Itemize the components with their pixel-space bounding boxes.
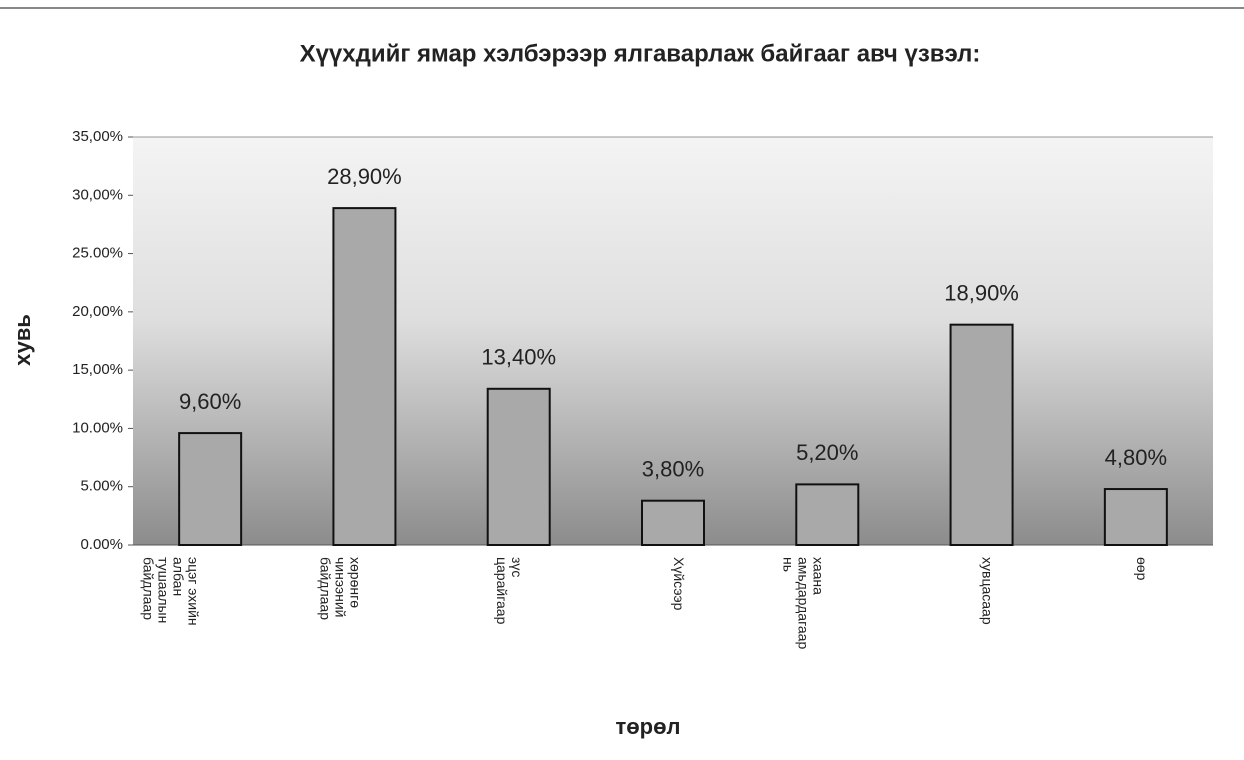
y-tick-label: 25.00% xyxy=(72,245,123,262)
bar xyxy=(1103,488,1168,546)
x-tick-label: хаанаамьдардагаарнь xyxy=(781,557,827,649)
y-tick-label: 5.00% xyxy=(80,478,123,495)
chart-title: Хүүхдийг ямар хэлбэрээр ялгаварлаж байга… xyxy=(300,40,981,67)
x-tick-label: зүсцарайгаар xyxy=(495,557,526,625)
y-tick-label: 10.00% xyxy=(72,419,123,436)
y-tick-label: 20,00% xyxy=(72,303,123,320)
x-tick-label: хувцасаар xyxy=(980,557,996,625)
value-label: 28,90% xyxy=(327,164,402,189)
y-tick-label: 35,00% xyxy=(72,128,123,145)
value-label: 4,80% xyxy=(1105,445,1167,470)
bar xyxy=(795,483,860,546)
x-tick-label: эцэг эхийналбантушаалынбайдлаар xyxy=(141,557,202,626)
bar xyxy=(641,499,705,546)
x-axis-label: төрөл xyxy=(615,714,680,739)
y-tick-label: 15,00% xyxy=(72,361,123,378)
value-label: 3,80% xyxy=(642,457,704,482)
bar xyxy=(178,432,243,546)
bar xyxy=(949,323,1014,546)
x-tick-label: өөр xyxy=(1134,557,1150,581)
y-tick-label: 30,00% xyxy=(72,186,123,203)
x-tick-label: хөрөнгөчинээнийбайдлаар xyxy=(318,557,364,620)
value-label: 9,60% xyxy=(179,389,241,414)
value-label: 5,20% xyxy=(796,440,858,465)
bar xyxy=(332,207,397,546)
bar xyxy=(486,387,551,546)
y-axis-label: хувь xyxy=(10,314,35,366)
plot-area xyxy=(133,137,1213,545)
x-tick-label: Хүйсээр xyxy=(671,557,687,611)
value-label: 13,40% xyxy=(481,345,556,370)
y-tick-label: 0.00% xyxy=(80,536,123,553)
value-label: 18,90% xyxy=(944,280,1019,305)
